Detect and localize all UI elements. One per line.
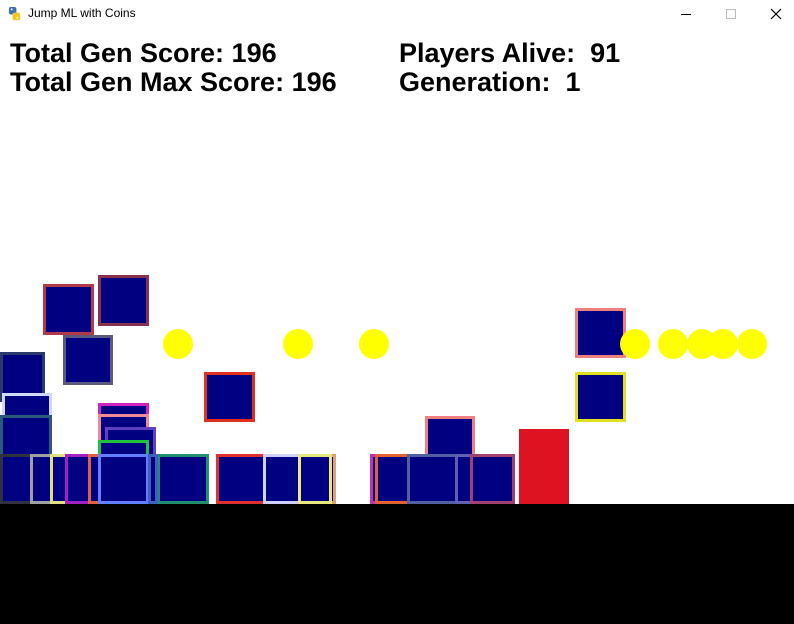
coin xyxy=(163,329,193,359)
players-alive-value: 91 xyxy=(590,38,621,68)
maximize-button[interactable] xyxy=(708,0,754,28)
close-icon xyxy=(770,8,782,20)
player-square xyxy=(157,454,209,504)
coin xyxy=(658,329,688,359)
generation-value: 1 xyxy=(565,67,581,97)
coin xyxy=(737,329,767,359)
player-square xyxy=(148,454,158,504)
title-bar: Jump ML with Coins xyxy=(0,0,794,28)
total-gen-max-score-text: Total Gen Max Score: 196 xyxy=(10,67,337,97)
generation-text: Generation: 1 xyxy=(399,67,581,97)
player-square xyxy=(407,454,459,504)
player-square xyxy=(470,454,515,504)
player-square xyxy=(204,372,255,422)
player-square xyxy=(98,454,149,504)
player-square xyxy=(298,454,332,504)
maximize-icon xyxy=(726,9,736,19)
coin xyxy=(708,329,738,359)
red-obstacle xyxy=(519,429,569,504)
game-canvas: Total Gen Score: 196 Total Gen Max Score… xyxy=(0,28,794,624)
ground-floor xyxy=(0,504,794,624)
total-gen-score-text: Total Gen Score: 196 xyxy=(10,38,277,68)
player-square xyxy=(575,372,626,422)
total-gen-max-score-value: 196 xyxy=(291,67,337,97)
coin xyxy=(283,329,313,359)
window-title: Jump ML with Coins xyxy=(28,6,136,20)
player-square xyxy=(43,284,94,335)
player-square xyxy=(63,335,113,385)
coin xyxy=(359,329,389,359)
player-square xyxy=(98,275,149,326)
minimize-icon xyxy=(681,14,691,15)
coin xyxy=(620,329,650,359)
total-gen-score-value: 196 xyxy=(231,38,277,68)
players-alive-text: Players Alive: 91 xyxy=(399,38,621,68)
player-square xyxy=(216,454,267,504)
minimize-button[interactable] xyxy=(663,0,709,28)
python-snake-icon xyxy=(8,6,21,21)
close-button[interactable] xyxy=(753,0,794,28)
player-square xyxy=(263,454,303,504)
player-square xyxy=(575,308,626,358)
